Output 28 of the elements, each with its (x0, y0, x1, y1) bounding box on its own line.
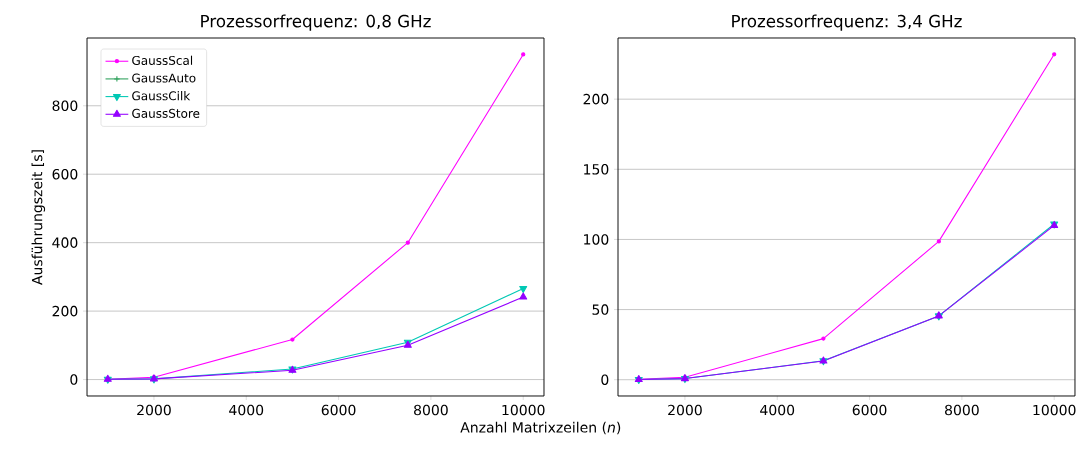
x-tick-label: 4000 (229, 404, 264, 416)
y-tick-label: 200 (583, 93, 609, 105)
y-tick-label: 200 (52, 305, 78, 317)
y-axis-title: Ausführungszeit [s] (31, 150, 46, 285)
x-tick-label: 2000 (137, 404, 171, 416)
x-axis-title: Anzahl Matrixzeilen (n) (460, 421, 621, 435)
x-tick-label: 8000 (945, 404, 979, 416)
y-tick-label: 100 (584, 234, 609, 245)
x-tick-label: 10000 (1033, 404, 1076, 416)
x-tick-label: 10000 (502, 404, 545, 416)
x-tick-label: 6000 (321, 404, 356, 416)
x-tick-label: 2000 (668, 404, 702, 416)
y-tick-label: 150 (584, 164, 609, 175)
legend-label: GaussScal (132, 55, 193, 65)
y-tick-label: 0 (70, 374, 78, 385)
chart-title: Prozessorfrequenz: 3,4 GHz (732, 14, 962, 31)
y-tick-label: 50 (592, 304, 609, 315)
chart-title: Prozessorfrequenz: 0,8 GHz (201, 14, 431, 31)
y-tick-label: 400 (52, 237, 78, 248)
y-tick-label: 0 (601, 374, 609, 385)
legend-label: GaussAuto (132, 73, 196, 83)
x-tick-label: 6000 (852, 404, 887, 416)
y-tick-label: 800 (52, 100, 78, 112)
x-tick-label: 8000 (414, 404, 448, 416)
x-tick-label: 4000 (760, 404, 795, 416)
legend-label: GaussCilk (132, 91, 191, 101)
y-tick-label: 600 (52, 168, 78, 180)
legend-label: GaussStore (132, 108, 200, 118)
